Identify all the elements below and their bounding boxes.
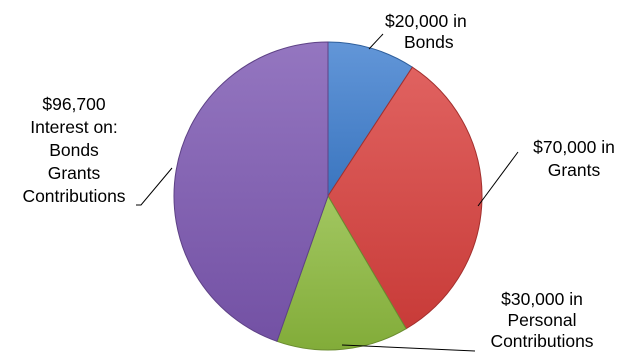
slice-label-personal-contributions: $30,000 in Personal Contributions [490,289,593,351]
slice-label-bonds: $20,000 in Bonds [385,11,467,52]
pie-slices [173,41,483,351]
leader-personal-contributions [341,344,476,352]
slice-label-line: $96,700 [42,94,106,114]
slice-label-line: Contributions [22,186,125,206]
slice-label-line: $70,000 in [533,137,615,157]
leader-interest [136,167,173,206]
slice-label-interest: $96,700 Interest on: Bonds Grants Contributi… [22,94,125,206]
slice-label-line: Contributions [490,331,593,351]
leader-lines [136,33,519,352]
leader-bonds [368,33,384,50]
slice-labels: $20,000 in Bonds$70,000 in Grants$30,000 i… [22,11,614,351]
slice-label-line: $20,000 in [385,11,467,31]
leader-grants [477,151,519,207]
slice-label-line: Interest on: [30,117,118,137]
pie-slice-bonds [327,41,414,198]
slice-label-line: Bonds [49,140,99,160]
slice-label-line: Personal [507,310,576,330]
slice-label-line: Bonds [404,32,454,52]
slice-label-grants: $70,000 in Grants [533,137,615,180]
slice-label-line: Grants [48,163,101,183]
pie-slice-grants [327,66,483,330]
slice-label-line: Grants [548,160,601,180]
pie-slice-personal-contributions [276,194,407,351]
pie-slice-interest [173,41,329,342]
slice-label-line: $30,000 in [501,289,583,309]
